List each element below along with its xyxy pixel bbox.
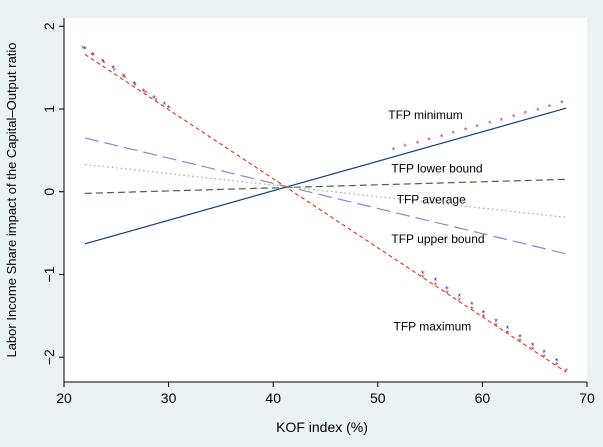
series-marker: *: [167, 103, 171, 113]
series-annotation: TFP minimum: [388, 108, 462, 122]
series-marker: *: [154, 96, 158, 106]
series-marker: *: [464, 126, 468, 136]
y-axis-label: Labor Income Share impact of the Capital…: [4, 42, 19, 357]
series-marker: *: [421, 273, 425, 283]
series-marker: *: [499, 116, 503, 126]
x-tick-label: 70: [579, 390, 595, 406]
y-tick-label: 0: [41, 188, 57, 196]
x-tick-label: 60: [475, 390, 491, 406]
series-marker: *: [403, 142, 407, 152]
series-annotation: TFP upper bound: [391, 232, 484, 246]
series-marker: *: [416, 139, 420, 149]
y-tick-label: 1: [41, 105, 57, 113]
series-marker: *: [81, 44, 85, 54]
series-marker: *: [555, 361, 559, 371]
series-marker: *: [506, 328, 510, 338]
y-tick-label: −1: [41, 266, 57, 282]
series-marker: *: [123, 74, 127, 84]
y-tick-label: 2: [41, 22, 57, 30]
x-tick-label: 20: [56, 390, 72, 406]
series-marker: *: [482, 313, 486, 323]
series-marker: *: [548, 103, 552, 113]
x-tick-label: 40: [265, 390, 281, 406]
series-marker: *: [392, 146, 396, 156]
series-marker: *: [560, 98, 564, 108]
series-annotation: TFP average: [397, 192, 466, 206]
series-annotation: TFP maximum: [393, 320, 471, 334]
series-marker: *: [512, 112, 516, 122]
series-marker: *: [144, 88, 148, 98]
x-axis-label: KOF index (%): [276, 419, 368, 435]
series-marker: *: [488, 119, 492, 129]
series-marker: *: [434, 280, 438, 290]
series-annotation: TFP lower bound: [391, 162, 482, 176]
series-marker: *: [470, 304, 474, 314]
series-marker: *: [564, 366, 568, 376]
series-marker: *: [536, 106, 540, 116]
series-marker: *: [475, 122, 479, 132]
series-marker: *: [440, 132, 444, 142]
series-marker: *: [102, 59, 106, 69]
x-tick-label: 50: [370, 390, 386, 406]
series-marker: *: [524, 109, 528, 119]
series-marker: *: [133, 81, 137, 91]
series-marker: *: [445, 289, 449, 299]
series-marker: *: [542, 352, 546, 362]
x-tick-label: 30: [161, 390, 177, 406]
series-marker: *: [451, 129, 455, 139]
series-marker: *: [112, 66, 116, 76]
series-marker: *: [458, 296, 462, 306]
y-tick-label: −2: [41, 349, 57, 365]
series-marker: *: [92, 51, 96, 61]
series-marker: *: [427, 136, 431, 146]
series-marker: *: [494, 321, 498, 331]
series-marker: *: [518, 337, 522, 347]
series-marker: *: [531, 345, 535, 355]
